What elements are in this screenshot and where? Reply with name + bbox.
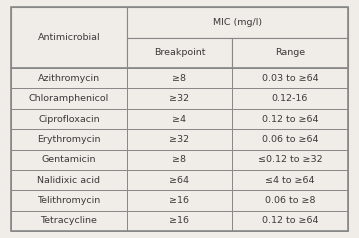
- Bar: [232, 109, 348, 129]
- Bar: [11, 149, 127, 170]
- Bar: [232, 38, 348, 68]
- Bar: [127, 7, 348, 38]
- Bar: [232, 89, 348, 109]
- Text: Ciprofloxacin: Ciprofloxacin: [38, 114, 100, 124]
- Text: ≥16: ≥16: [169, 216, 190, 225]
- Bar: [11, 170, 127, 190]
- Text: 0.06 to ≥64: 0.06 to ≥64: [262, 135, 318, 144]
- Text: ≥64: ≥64: [169, 175, 190, 184]
- Text: ≥8: ≥8: [173, 74, 186, 83]
- Text: ≥32: ≥32: [169, 135, 190, 144]
- Text: ≥16: ≥16: [169, 196, 190, 205]
- Text: Gentamicin: Gentamicin: [42, 155, 96, 164]
- Text: 0.12 to ≥64: 0.12 to ≥64: [262, 216, 318, 225]
- Bar: [232, 211, 348, 231]
- Bar: [232, 149, 348, 170]
- Bar: [232, 190, 348, 211]
- Bar: [127, 129, 232, 149]
- Text: Nalidixic acid: Nalidixic acid: [37, 175, 101, 184]
- Text: ≥4: ≥4: [173, 114, 186, 124]
- Bar: [127, 211, 232, 231]
- Text: Chloramphenicol: Chloramphenicol: [29, 94, 109, 103]
- Bar: [127, 109, 232, 129]
- Bar: [127, 190, 232, 211]
- Bar: [11, 89, 127, 109]
- Text: Telithromycin: Telithromycin: [37, 196, 101, 205]
- Text: Breakpoint: Breakpoint: [154, 48, 205, 57]
- Bar: [232, 170, 348, 190]
- Text: ≤4 to ≥64: ≤4 to ≥64: [265, 175, 315, 184]
- Text: Erythromycin: Erythromycin: [37, 135, 101, 144]
- Text: Azithromycin: Azithromycin: [38, 74, 100, 83]
- Text: ≤0.12 to ≥32: ≤0.12 to ≥32: [258, 155, 322, 164]
- Text: Antimicrobial: Antimicrobial: [38, 33, 100, 42]
- Bar: [11, 7, 127, 68]
- Text: ≥8: ≥8: [173, 155, 186, 164]
- Bar: [11, 129, 127, 149]
- Bar: [127, 89, 232, 109]
- Bar: [11, 68, 127, 89]
- Text: Range: Range: [275, 48, 305, 57]
- Text: 0.12 to ≥64: 0.12 to ≥64: [262, 114, 318, 124]
- Bar: [127, 38, 232, 68]
- Text: MIC (mg/l): MIC (mg/l): [213, 18, 262, 27]
- Bar: [11, 190, 127, 211]
- Bar: [232, 68, 348, 89]
- Bar: [232, 129, 348, 149]
- Text: Tetracycline: Tetracycline: [41, 216, 97, 225]
- Bar: [127, 68, 232, 89]
- Bar: [127, 170, 232, 190]
- Text: 0.12-16: 0.12-16: [272, 94, 308, 103]
- Bar: [127, 149, 232, 170]
- Bar: [11, 109, 127, 129]
- Text: 0.06 to ≥8: 0.06 to ≥8: [265, 196, 315, 205]
- Bar: [11, 211, 127, 231]
- Text: ≥32: ≥32: [169, 94, 190, 103]
- Text: 0.03 to ≥64: 0.03 to ≥64: [262, 74, 318, 83]
